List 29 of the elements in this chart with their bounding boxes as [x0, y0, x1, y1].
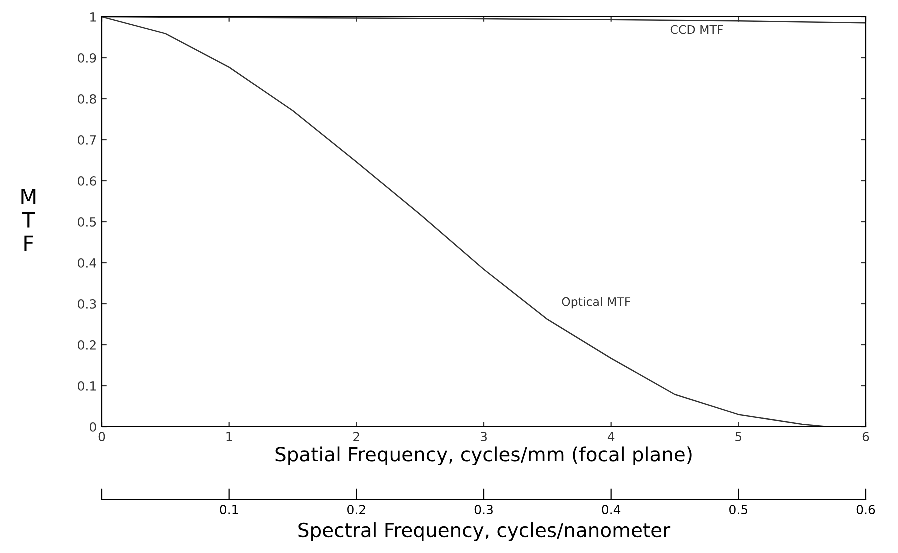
y-tick-label: 0	[90, 422, 96, 432]
y-tick-label: 0.2	[78, 340, 96, 350]
x-tick-label: 5	[736, 432, 742, 442]
y-tick-label: 0.5	[78, 217, 96, 227]
x2-tick-label: 0.6	[856, 505, 876, 515]
y-tick-label: 0.3	[78, 299, 96, 309]
y-tick-label: 1	[90, 12, 96, 22]
x-tick-label: 3	[480, 432, 487, 442]
x-axis-title: Spatial Frequency, cycles/mm (focal plane)	[276, 446, 692, 466]
x2-tick-label: 0.3	[474, 505, 493, 515]
series-label: Optical MTF	[562, 297, 631, 309]
x-tick-label: 6	[862, 432, 870, 442]
y-tick-label: 0.8	[78, 94, 96, 104]
x2-tick-label: 0.4	[602, 505, 621, 515]
x-tick-label: 2	[354, 432, 360, 442]
x-tick-label: 4	[608, 432, 615, 442]
y-tick-label: 0.4	[78, 258, 96, 268]
y-tick-label: 0.6	[78, 176, 96, 186]
y-tick-label: 0.9	[78, 53, 96, 63]
x2-tick-label: 0.5	[730, 505, 748, 515]
x2-tick-label: 0.2	[348, 505, 366, 515]
x2-axis-title: Spectral Frequency, cycles/nanometer	[298, 522, 671, 542]
y-axis-title: MTF	[22, 189, 36, 252]
y-tick-label: 0.7	[78, 135, 96, 145]
x2-tick-label: 0.1	[220, 505, 238, 515]
x-tick-label: 1	[226, 432, 232, 442]
y-tick-label: 0.1	[78, 381, 96, 391]
series-label: CCD MTF	[670, 25, 724, 34]
x-tick-label: 0	[98, 432, 106, 442]
